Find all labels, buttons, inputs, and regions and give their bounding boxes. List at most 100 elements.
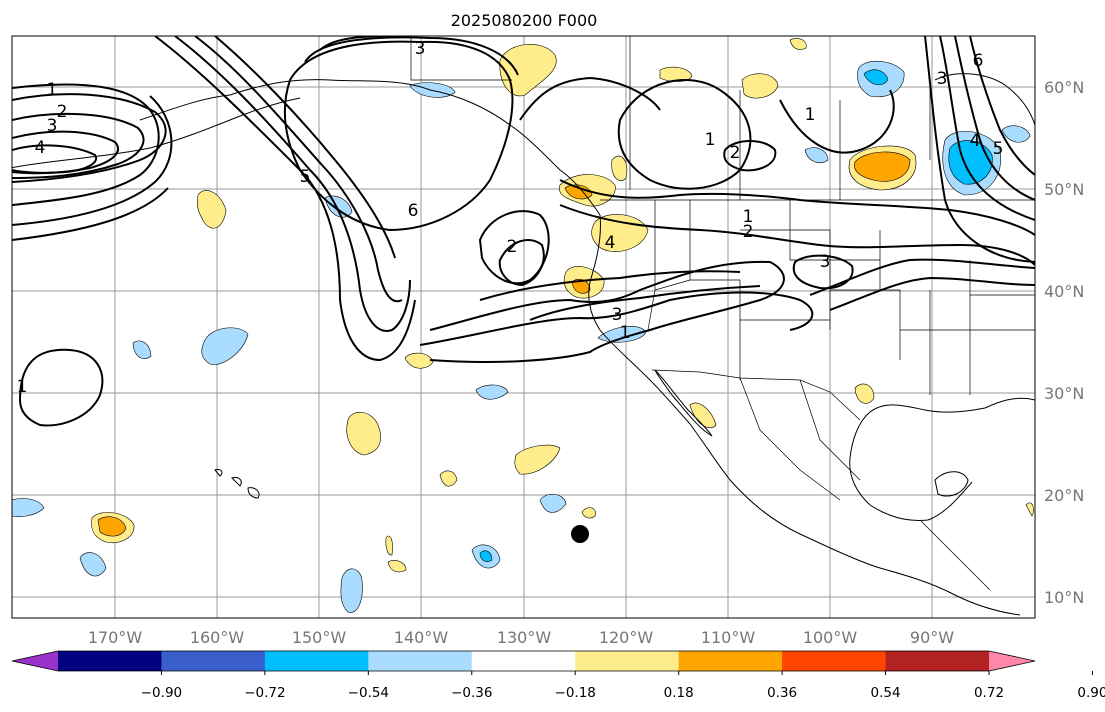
colorbar-tick-label: −0.54 xyxy=(348,685,389,701)
contour-label: 6 xyxy=(973,51,984,71)
state-line xyxy=(689,200,741,380)
na-west-coast xyxy=(588,214,1021,616)
contour-line xyxy=(779,89,895,154)
contour-line xyxy=(519,76,661,121)
colorbar-extend-high xyxy=(989,651,1035,671)
lon-tick-label: 140°W xyxy=(394,628,449,647)
hawaii-island xyxy=(214,469,223,477)
shade-blob xyxy=(12,498,45,518)
contour-line xyxy=(829,276,1035,311)
shade-blob xyxy=(475,384,509,400)
shade-blob xyxy=(789,38,807,50)
hudson-bay xyxy=(934,73,1035,126)
lon-tick-label: 160°W xyxy=(190,628,245,647)
contour-line xyxy=(194,36,403,303)
colorbar-extend-low xyxy=(12,651,58,671)
contour-line xyxy=(559,179,1035,236)
shade-blob xyxy=(97,516,127,537)
contour-line xyxy=(939,36,1035,221)
us-mexico-border xyxy=(651,369,861,421)
contour-line xyxy=(969,36,1035,176)
contour-line xyxy=(12,95,173,226)
hawaii-island xyxy=(247,487,260,499)
contour-line xyxy=(12,83,160,206)
lat-tick-label: 20°N xyxy=(1044,486,1084,505)
shade-blob xyxy=(1025,502,1034,517)
shade-blob xyxy=(132,340,152,359)
contour-line xyxy=(419,291,814,346)
gulf-coast xyxy=(849,397,1035,521)
contours xyxy=(12,36,1035,427)
state-line xyxy=(789,200,880,261)
shade-blob xyxy=(196,190,227,229)
shade-blob xyxy=(514,444,561,475)
contour-line xyxy=(723,140,777,172)
contour-label: 3 xyxy=(612,305,623,325)
colorbar-segment xyxy=(575,651,680,671)
state-line xyxy=(647,279,691,331)
contour-line xyxy=(429,260,785,363)
contour-label: 1 xyxy=(17,377,28,397)
mexico-state xyxy=(739,377,841,501)
colorbar-tick-label: −0.36 xyxy=(451,685,492,701)
contour-line xyxy=(809,258,1035,296)
shade-blob xyxy=(387,560,407,573)
colorbar-segment xyxy=(678,651,783,671)
aleutian-chain xyxy=(12,97,301,169)
colorbar-segment xyxy=(782,651,887,671)
contour-label: 3 xyxy=(937,69,948,89)
contour-line xyxy=(479,270,741,301)
lon-tick-label: 90°W xyxy=(910,628,954,647)
shade-blob xyxy=(479,550,493,562)
shade-blob xyxy=(346,412,381,456)
contour-labels: 1 2 3 4 5 6 3 2 3 1 4 1 2 1 2 3 1 3 6 4 … xyxy=(17,39,1004,397)
contour-label: 1 xyxy=(705,130,716,150)
colorbar-tick-label: −0.18 xyxy=(555,685,596,701)
shade-blob xyxy=(499,44,557,97)
anomaly-shading xyxy=(12,38,1034,613)
shade-blob xyxy=(1001,125,1031,143)
colorbar-tick-label: 0.36 xyxy=(767,685,797,701)
shade-blob xyxy=(324,195,353,218)
contour-label: 5 xyxy=(993,139,1004,159)
shade-blob xyxy=(571,278,591,294)
contour-label: 1 xyxy=(805,105,816,125)
contour-line xyxy=(12,112,145,179)
alaska-border xyxy=(410,36,512,81)
contour-label: 4 xyxy=(970,131,981,151)
shade-blob xyxy=(659,66,693,82)
colorbar-segment xyxy=(161,651,266,671)
contour-line xyxy=(12,187,169,241)
colorbar-segment xyxy=(471,651,576,671)
contour-line xyxy=(12,93,167,183)
contour-label: 1 xyxy=(620,323,631,343)
contour-line xyxy=(154,36,416,362)
lon-tick-labels: 170°W 160°W 150°W 140°W 130°W 120°W 110°… xyxy=(88,628,954,647)
lat-tick-label: 40°N xyxy=(1044,282,1084,301)
lon-tick-label: 170°W xyxy=(88,628,143,647)
contour-label: 6 xyxy=(408,201,419,221)
lat-tick-labels: 60°N 50°N 40°N 30°N 20°N 10°N xyxy=(1044,78,1084,607)
lon-tick-label: 150°W xyxy=(292,628,347,647)
shade-blob xyxy=(439,470,458,487)
contour-label: 2 xyxy=(507,237,518,257)
colorbar-tick-label: 0.54 xyxy=(871,685,901,701)
contour-label: 1 xyxy=(47,80,58,100)
colorbar-ticks: −0.90 −0.72 −0.54 −0.36 −0.18 0.18 0.36 0.54 0.7… xyxy=(141,671,1105,701)
colorbar: −0.90 −0.72 −0.54 −0.36 −0.18 0.18 0.36 0.54 0.7… xyxy=(11,650,1105,701)
shade-blob xyxy=(804,147,829,163)
colorbar-tick-label: 0.90 xyxy=(1077,685,1105,701)
colorbar-tick-label: −0.90 xyxy=(141,685,182,701)
lon-tick-label: 110°W xyxy=(701,628,756,647)
shade-blob xyxy=(863,69,889,86)
map-title: 2025080200 F000 xyxy=(451,11,598,30)
contour-line xyxy=(214,36,396,259)
baja-peninsula xyxy=(654,369,713,437)
contour-label: 5 xyxy=(300,167,311,187)
lon-tick-label: 100°W xyxy=(803,628,858,647)
contour-label: 4 xyxy=(35,138,46,158)
shade-blob xyxy=(581,507,596,519)
contour-label: 4 xyxy=(605,233,616,253)
colorbar-tick-label: 0.18 xyxy=(664,685,694,701)
alaska-coast xyxy=(139,79,601,216)
